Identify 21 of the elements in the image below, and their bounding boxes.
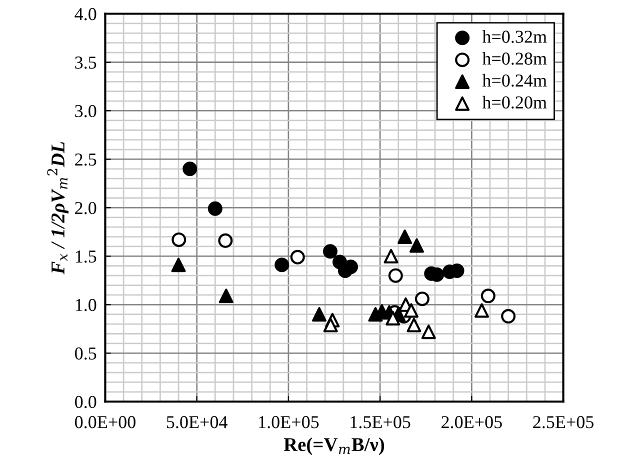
y-tick-label: 4.0 <box>74 8 96 20</box>
legend-label: h=0.32m <box>482 30 547 43</box>
legend-label: h=0.20m <box>482 96 547 109</box>
x-tick-label: 5.0E+04 <box>166 416 228 428</box>
y-axis-title: F$_{x}$ / 1/2ρV$_{m}$$^{2}$DL <box>47 142 68 274</box>
legend-label: h=0.28m <box>482 52 547 65</box>
y-tick-label: 0.5 <box>75 347 96 360</box>
y-tick-label: 1.5 <box>76 250 96 263</box>
x-tick-label: 1.5E+05 <box>350 416 410 428</box>
y-tick-label: 3.0 <box>75 104 96 118</box>
x-tick-label: 1.0E+05 <box>259 416 319 428</box>
x-tick-label: 2.5E+05 <box>533 416 594 428</box>
y-tick-label: 3.5 <box>75 56 96 69</box>
y-tick-label: 2.0 <box>75 202 96 214</box>
y-tick-label: 2.5 <box>75 154 96 166</box>
y-tick-label: 1.0 <box>76 298 96 312</box>
y-tick-label: 0.0 <box>75 396 96 408</box>
x-tick-label: 0.0E+00 <box>75 416 136 428</box>
x-axis-title: Re(=V$_{m}$B/ν) <box>284 437 384 456</box>
legend-label: h=0.24m <box>482 74 547 87</box>
x-tick-label: 2.0E+05 <box>442 416 502 428</box>
